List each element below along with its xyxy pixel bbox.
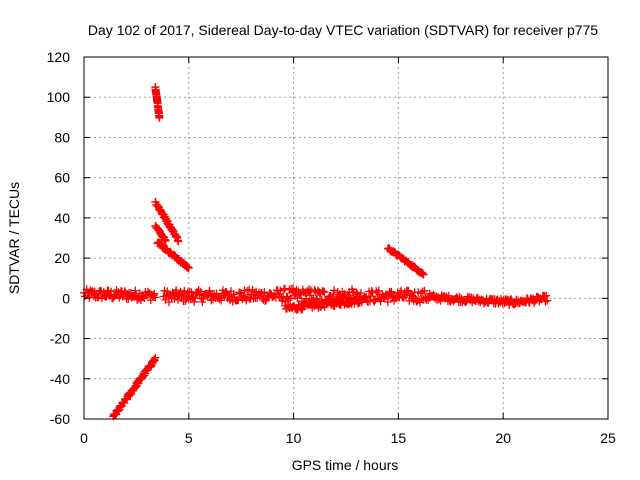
data-marker-cluster (109, 353, 160, 421)
x-tick-label: 5 (185, 430, 193, 446)
data-marker-cluster (159, 285, 288, 307)
y-tick-label: -40 (50, 371, 70, 387)
data-marker-cluster (281, 294, 365, 314)
y-tick-label: 80 (54, 129, 70, 145)
y-tick-label: 60 (54, 170, 70, 186)
x-tick-label: 0 (80, 430, 88, 446)
data-marker-cluster (80, 285, 160, 305)
x-tick-label: 20 (495, 430, 511, 446)
y-tick-label: 0 (62, 290, 70, 306)
y-tick-label: 120 (47, 49, 71, 65)
chart-title: Day 102 of 2017, Sidereal Day-to-day VTE… (88, 22, 598, 38)
data-points (80, 83, 552, 421)
plot-frame (83, 56, 609, 420)
data-marker-cluster (151, 197, 183, 246)
y-tick-label: 100 (47, 89, 71, 105)
y-tick-label: -20 (50, 331, 70, 347)
data-marker-cluster (425, 291, 518, 309)
data-marker-cluster (151, 221, 170, 245)
y-tick-label: -60 (50, 411, 70, 427)
data-marker-cluster (153, 238, 193, 272)
y-tick-label: 20 (54, 250, 70, 266)
y-axis-label: SDTVAR / TECUs (6, 182, 22, 294)
tick-labels: 0 5 10 15 20 25 -60 -40 -20 0 20 40 60 80 100 120 (47, 49, 616, 446)
x-axis-label: GPS time / hours (292, 457, 399, 473)
x-tick-label: 10 (286, 430, 302, 446)
axis-ticks (83, 56, 609, 420)
data-marker-cluster (383, 244, 428, 279)
x-tick-label: 25 (600, 430, 616, 446)
x-tick-label: 15 (391, 430, 407, 446)
data-marker-cluster (352, 286, 434, 307)
data-marker-cluster (151, 83, 164, 122)
data-marker-cluster (509, 291, 552, 309)
y-tick-label: 40 (54, 210, 70, 226)
